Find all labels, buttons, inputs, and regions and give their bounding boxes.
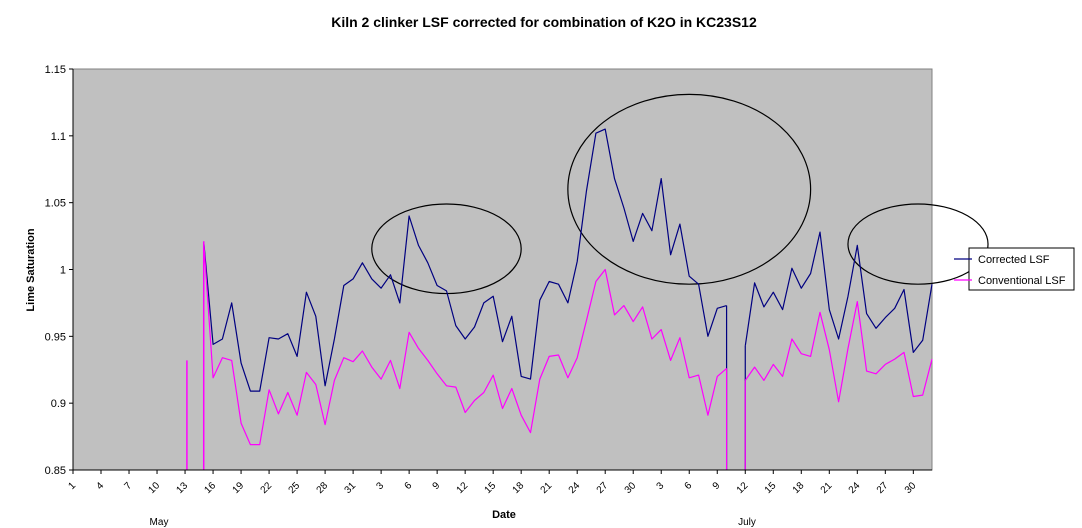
x-tick-label: 7 — [122, 480, 134, 492]
x-tick-label: 4 — [94, 480, 106, 492]
x-axis: 1 4 7 10 13 16 19 22 25 28 31 3 6 9 12 15 18 21 24 27 30 3 6 9 1… — [66, 469, 932, 496]
x-tick-label: 28 — [315, 480, 331, 496]
x-tick-label: 6 — [683, 480, 695, 492]
x-tick-label: 31 — [343, 480, 359, 496]
chart-title: Kiln 2 clinker LSF corrected for combina… — [331, 14, 757, 30]
x-tick-label: 30 — [903, 480, 919, 496]
x-tick-label: 3 — [375, 480, 387, 492]
y-axis: 0.85 0.9 0.95 1 1.05 1.1 1.15 — [45, 64, 74, 477]
x-tick-label: 15 — [483, 480, 499, 496]
x-tick-label: 18 — [511, 480, 527, 496]
y-tick-label: 0.9 — [51, 398, 66, 410]
legend-label-conventional: Conventional LSF — [978, 275, 1066, 287]
x-tick-label: 9 — [431, 480, 443, 492]
x-tick-label: 19 — [231, 480, 247, 496]
month-label-may: May — [150, 517, 169, 528]
x-tick-label: 12 — [455, 480, 471, 496]
x-tick-label: 18 — [791, 480, 807, 496]
x-tick-label: 27 — [875, 480, 891, 496]
month-label-july: July — [738, 517, 756, 528]
legend-box — [968, 247, 1075, 291]
plot-area — [72, 68, 933, 471]
x-tick-label: 13 — [175, 480, 191, 496]
y-axis-title: Lime Saturation — [25, 228, 37, 311]
x-tick-label: 22 — [259, 480, 275, 496]
x-tick-label: 9 — [711, 480, 723, 492]
x-tick-label: 16 — [203, 480, 219, 496]
series-conventional-lsf — [203, 241, 933, 470]
y-tick-label: 0.95 — [45, 331, 66, 343]
x-tick-label: 15 — [763, 480, 779, 496]
highlight-ellipse — [567, 93, 812, 285]
highlight-ellipse — [371, 203, 522, 295]
x-tick-label: 3 — [655, 480, 667, 492]
x-tick-label: 25 — [287, 480, 303, 496]
series-line — [203, 128, 933, 392]
x-tick-label: 21 — [819, 480, 835, 496]
x-tick-label: 24 — [567, 480, 583, 496]
highlight-ellipses — [371, 93, 989, 295]
x-tick-label: 12 — [735, 480, 751, 496]
x-tick-label: 24 — [847, 480, 863, 496]
y-tick-label: 1.1 — [51, 131, 66, 143]
x-tick-label: 30 — [623, 480, 639, 496]
series-line — [203, 241, 933, 446]
x-tick-label: 27 — [595, 480, 611, 496]
x-tick-label: 10 — [147, 480, 163, 496]
x-tick-label: 21 — [539, 480, 555, 496]
x-axis-title: Date — [492, 509, 516, 521]
legend-label-corrected: Corrected LSF — [978, 254, 1050, 266]
y-tick-label: 1.15 — [45, 64, 66, 76]
highlight-ellipse — [847, 203, 989, 285]
series-layer — [186, 128, 933, 470]
y-tick-label: 1.05 — [45, 198, 66, 210]
y-tick-label: 0.85 — [45, 465, 66, 477]
legend: Corrected LSF Conventional LSF — [954, 247, 1075, 291]
x-tick-label: 1 — [66, 480, 78, 492]
x-tick-label: 6 — [403, 480, 415, 492]
y-tick-label: 1 — [60, 265, 66, 277]
